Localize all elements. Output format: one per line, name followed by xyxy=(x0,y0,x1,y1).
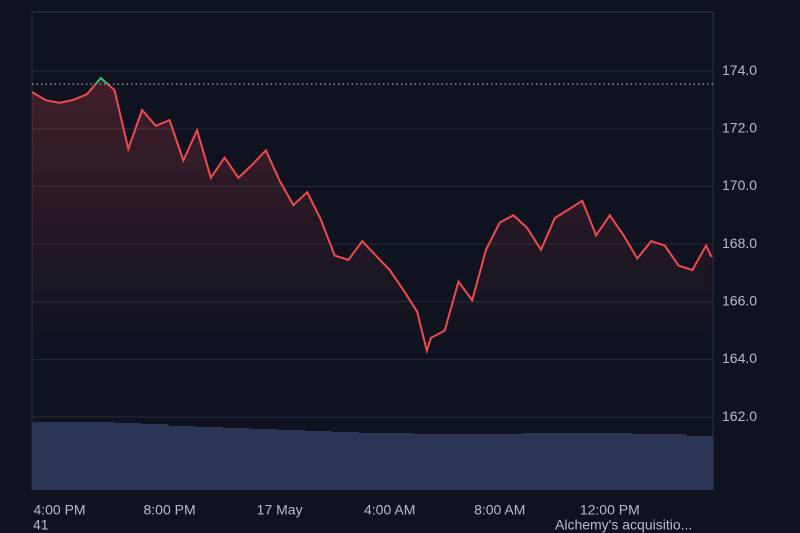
y-tick-label: 166.0 xyxy=(722,292,757,308)
footer-right: Alchemy's acquisitio... xyxy=(555,517,692,533)
x-tick-label: 4:00 AM xyxy=(364,502,415,518)
y-tick-label: 174.0 xyxy=(722,62,757,78)
x-tick-label: 12:00 PM xyxy=(580,502,640,518)
y-tick-label: 172.0 xyxy=(722,119,757,135)
x-tick-label: 8:00 PM xyxy=(144,502,196,518)
price-line xyxy=(32,84,713,355)
y-tick-label: 168.0 xyxy=(722,235,757,251)
y-tick-label: 170.0 xyxy=(722,177,757,193)
x-tick-label: 4:00 PM xyxy=(33,502,85,518)
price-area xyxy=(32,78,712,490)
y-tick-label: 164.0 xyxy=(722,350,757,366)
y-tick-label: 162.0 xyxy=(722,408,757,424)
x-tick-label: 8:00 AM xyxy=(474,502,525,518)
footer-left: 41 xyxy=(33,517,49,533)
x-tick-label: 17 May xyxy=(257,502,303,518)
